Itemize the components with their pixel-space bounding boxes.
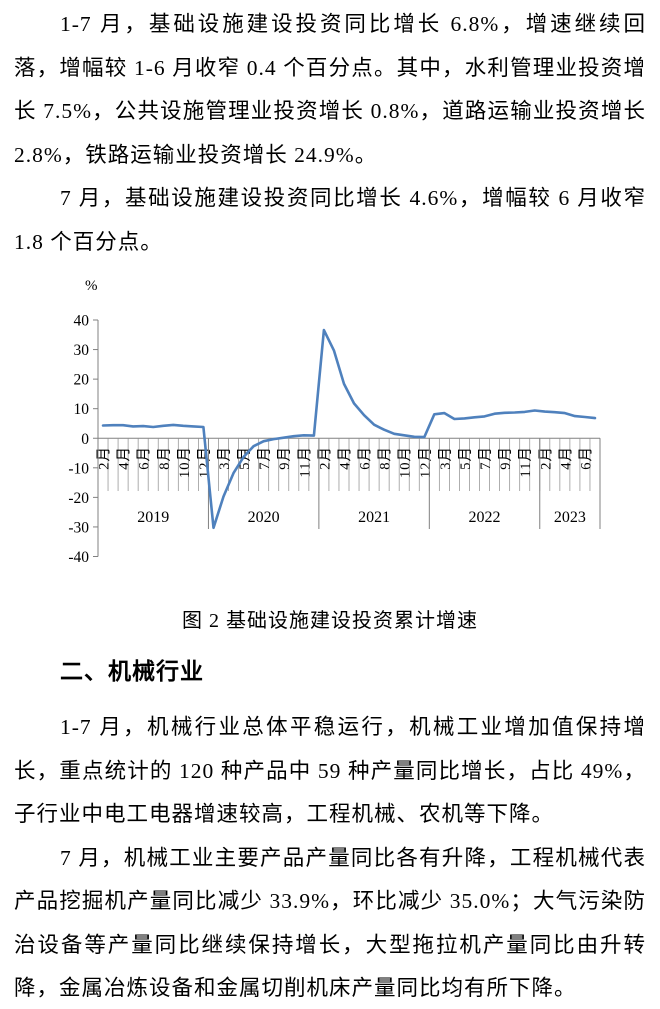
y-tick-label: 0 — [81, 431, 89, 448]
paragraph-machinery-jul: 7 月，机械工业主要产品产量同比各有升降，工程机械代表产品挖掘机产量同比减少 3… — [14, 845, 646, 1001]
paragraph-infrastructure-jan-jul: 1-7 月，基础设施建设投资同比增长 6.8%，增速继续回落，增幅较 1-6 月… — [14, 12, 646, 167]
x-tick-label: 2月 — [538, 446, 554, 470]
y-tick-label: 30 — [74, 342, 90, 359]
y-tick-label: 40 — [74, 313, 90, 330]
y-tick-label: 20 — [74, 372, 90, 389]
x-tick-label: 3月 — [438, 446, 454, 470]
x-tick-label: 5月 — [458, 446, 474, 470]
x-tick-label: 6月 — [358, 446, 374, 470]
intro-paragraphs: 1-7 月，基础设施建设投资同比增长 6.8%，增速继续回落，增幅较 1-6 月… — [14, 3, 646, 264]
y-tick-label: -40 — [68, 549, 89, 566]
x-tick-label: 4月 — [337, 446, 353, 470]
x-tick-label: 6月 — [137, 446, 153, 470]
y-tick-label: 10 — [74, 401, 90, 418]
x-tick-label: 3月 — [217, 446, 233, 470]
x-tick-label: 7月 — [478, 446, 494, 470]
paragraph-infrastructure-jul: 7 月，基础设施建设投资同比增长 4.6%，增幅较 6 月收窄 1.8 个百分点… — [14, 186, 646, 254]
year-label: 2023 — [554, 509, 586, 526]
year-label: 2021 — [358, 509, 390, 526]
x-tick-label: 6月 — [578, 446, 594, 470]
data-line-cumulative-growth — [101, 328, 597, 530]
x-tick-label: 2月 — [97, 446, 113, 470]
y-axis-unit-label: % — [85, 278, 98, 294]
x-tick-label: 7月 — [257, 446, 273, 470]
x-tick-label: 11月 — [297, 446, 313, 477]
paragraph-machinery-jan-jul: 1-7 月，机械行业总体平稳运行，机械工业增加值保持增长，重点统计的 120 种… — [14, 715, 646, 826]
x-tick-label: 4月 — [558, 446, 574, 470]
year-label: 2019 — [137, 509, 169, 526]
y-tick-label: -10 — [68, 460, 89, 477]
year-label: 2022 — [469, 509, 501, 526]
x-tick-label: 12月 — [418, 446, 434, 478]
y-tick-label: -30 — [68, 519, 89, 536]
figure-2-line-chart: -40 -30 -20 -10 0 10 20 30 40% 2月 4月 6月 8月 10月 12月 3月 5月… — [0, 270, 660, 582]
x-tick-label: 4月 — [117, 446, 133, 470]
x-tick-label: 2月 — [317, 446, 333, 470]
machinery-paragraphs: 1-7 月，机械行业总体平稳运行，机械工业增加值保持增长，重点统计的 120 种… — [14, 706, 646, 1009]
section-heading-machinery: 二、机械行业 — [60, 658, 204, 684]
x-tick-label: 8月 — [157, 446, 173, 470]
x-tick-label: 11月 — [518, 446, 534, 477]
x-tick-label: 10月 — [177, 446, 193, 478]
x-tick-label: 8月 — [378, 446, 394, 470]
figure-caption: 图 2 基础设施建设投资累计增速 — [182, 610, 478, 632]
year-label: 2020 — [248, 509, 280, 526]
y-tick-label: -20 — [68, 490, 89, 507]
x-tick-label: 10月 — [398, 446, 414, 478]
x-tick-label: 9月 — [498, 446, 514, 470]
x-tick-label: 9月 — [277, 446, 293, 470]
